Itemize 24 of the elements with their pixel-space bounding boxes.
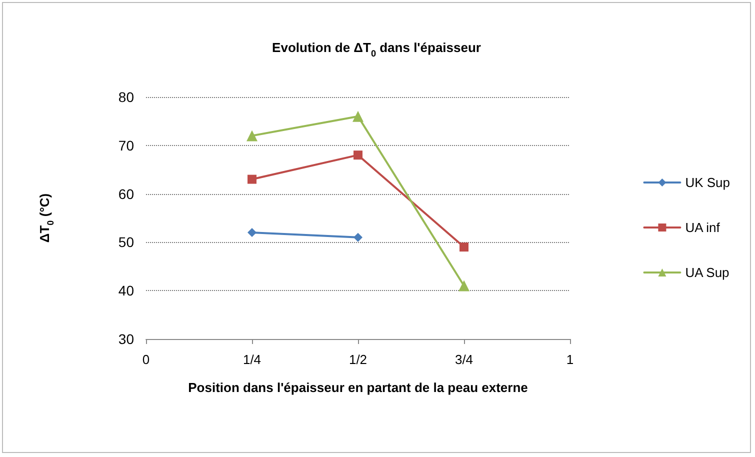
- y-axis-title: ΔT0 (°C): [37, 193, 56, 243]
- point: [354, 150, 362, 160]
- x-axis-title: Position dans l'épaisseur en partant de la peau externe: [188, 380, 528, 395]
- x-tick-label: 1/2: [348, 352, 368, 367]
- point: [354, 232, 362, 242]
- point: [352, 110, 364, 122]
- y-tick-label: 30: [118, 331, 134, 347]
- legend-label: UK Sup: [685, 175, 730, 190]
- x-tick-label: 0: [142, 352, 150, 367]
- point: [458, 280, 470, 292]
- x-tick-label: 3/4: [454, 352, 474, 367]
- point: [248, 228, 256, 238]
- legend-label: UA Sup: [685, 265, 730, 280]
- x-tick-label: 1: [566, 352, 574, 367]
- point: [248, 174, 256, 184]
- point: [246, 130, 258, 142]
- point: [460, 242, 468, 252]
- y-tick-label: 80: [118, 89, 134, 105]
- y-tick-label: 50: [118, 234, 134, 250]
- y-tick-label: 70: [118, 137, 134, 154]
- x-tick-label: 1/4: [242, 352, 262, 367]
- legend-label: UA inf: [685, 220, 720, 235]
- y-tick-label: 60: [118, 186, 134, 202]
- y-tick-label: 40: [118, 282, 134, 299]
